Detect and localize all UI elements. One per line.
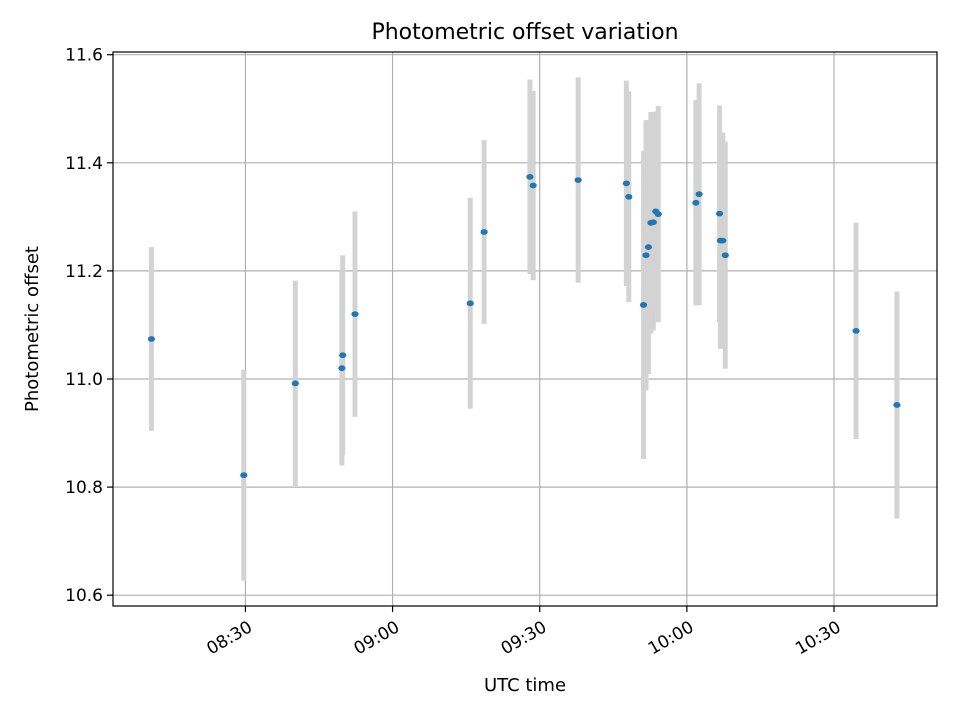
data-point xyxy=(338,365,346,372)
data-point xyxy=(147,336,156,342)
data-point xyxy=(625,193,633,200)
data-point xyxy=(480,229,488,235)
y-tick-label: 11.4 xyxy=(65,154,103,174)
grid xyxy=(113,52,937,606)
y-axis-label: Photometric offset xyxy=(22,246,43,412)
y-tick-label: 11.0 xyxy=(65,370,103,390)
data-point xyxy=(291,380,299,387)
data-point xyxy=(351,311,359,318)
data-point xyxy=(649,219,657,226)
x-axis-label: UTC time xyxy=(484,675,566,696)
data-point xyxy=(852,327,860,334)
data-point xyxy=(654,211,662,218)
data-point xyxy=(893,402,901,408)
data-point xyxy=(574,177,582,183)
data-point xyxy=(695,191,703,198)
data-point xyxy=(526,173,534,180)
data-point xyxy=(529,182,537,189)
data-point xyxy=(466,300,474,307)
plot-frame xyxy=(112,51,938,607)
data-point xyxy=(622,180,630,187)
data-point xyxy=(240,472,248,479)
data-point xyxy=(721,252,729,259)
data-point xyxy=(692,199,700,206)
data-point xyxy=(644,244,653,251)
data-points xyxy=(147,173,901,479)
y-tick-label: 11.6 xyxy=(65,46,103,66)
y-tick-label: 11.2 xyxy=(65,262,103,282)
y-axis-ticks: 10.6 10.8 11.0 11.2 11.4 11.6 xyxy=(65,46,113,606)
chart-title: Photometric offset variation xyxy=(371,20,678,45)
y-tick-label: 10.6 xyxy=(65,586,103,606)
data-point xyxy=(642,252,650,259)
data-point xyxy=(719,237,727,244)
data-point xyxy=(339,352,347,359)
data-point xyxy=(639,302,648,308)
data-point xyxy=(715,210,724,217)
y-tick-label: 10.8 xyxy=(65,478,103,498)
